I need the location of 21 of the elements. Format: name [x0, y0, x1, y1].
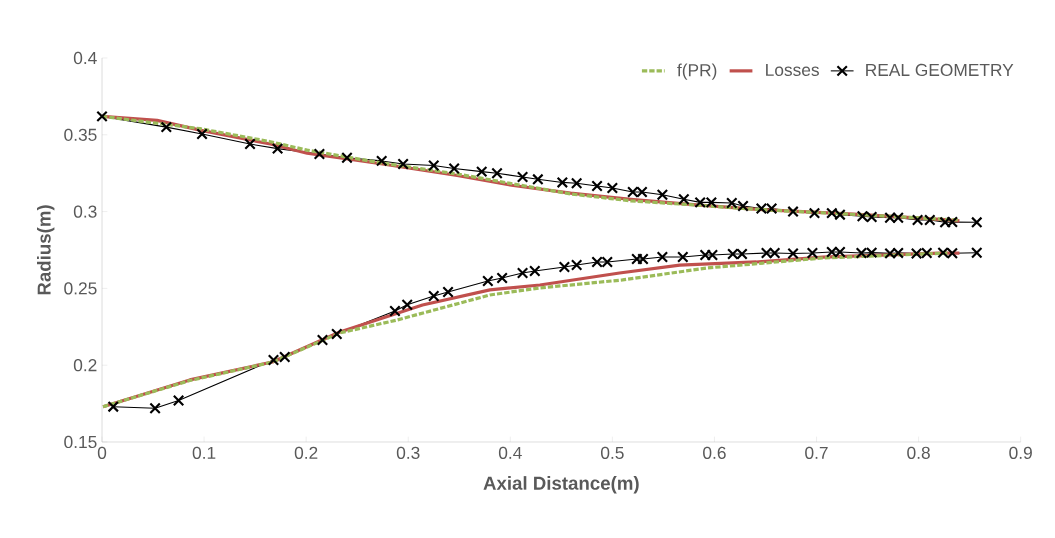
x-tick-label: 0.3 [396, 446, 420, 459]
y-tick-label: 0.3 [73, 205, 97, 218]
x-tick-label: 0.6 [703, 446, 726, 459]
x-tick-label: 0.2 [294, 446, 318, 459]
y-tick-label: 0.15 [64, 435, 97, 449]
y-tick-label: 0.35 [64, 128, 97, 141]
y-tick-label: 0.25 [64, 282, 97, 295]
legend-label: f(PR) [677, 63, 717, 80]
y-tick-label: 0.2 [73, 359, 97, 372]
x-axis-title: Axial Distance(m) [483, 476, 639, 494]
y-tick-label: 0.4 [73, 51, 97, 65]
x-tick-label: 0.1 [192, 446, 216, 459]
legend-label: Losses [766, 63, 819, 76]
x-tick-label: 0 [97, 446, 107, 459]
x-tick-label: 0.9 [1009, 446, 1032, 459]
y-axis-title: Radius(m) [37, 205, 55, 295]
legend-label: REAL GEOMETRY [866, 63, 1014, 77]
x-tick-label: 0.5 [601, 446, 624, 459]
x-tick-label: 0.7 [805, 446, 828, 459]
x-tick-label: 0.4 [498, 446, 522, 459]
x-tick-label: 0.8 [907, 446, 930, 459]
